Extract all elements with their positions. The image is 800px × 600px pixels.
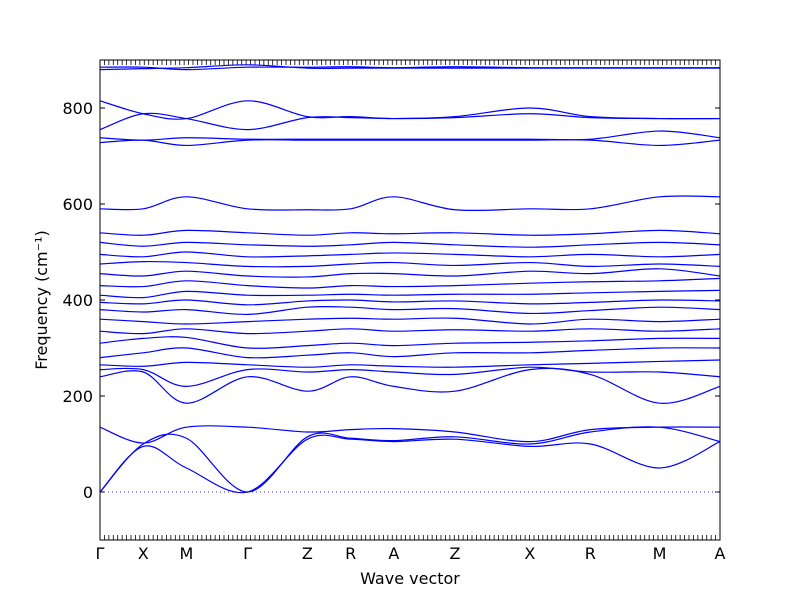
band-line-6 — [99, 359, 721, 368]
x-tick-label: X — [524, 544, 535, 563]
band-line-22 — [99, 130, 721, 141]
band-line-26 — [99, 64, 720, 71]
band-line-13 — [99, 289, 721, 299]
band-line-12 — [99, 299, 721, 306]
band-line-16 — [99, 260, 721, 268]
band-line-9 — [99, 328, 721, 335]
band-line-2 — [99, 426, 721, 493]
y-tick-label: 600 — [62, 195, 93, 214]
band-line-7 — [99, 347, 721, 359]
band-line-11 — [99, 305, 721, 316]
band-line-4 — [99, 367, 721, 404]
band-line-8 — [99, 336, 721, 349]
band-line-15 — [99, 268, 721, 278]
band-line-18 — [99, 241, 721, 248]
x-tick-label: M — [180, 544, 194, 563]
y-tick-label: 400 — [62, 291, 93, 310]
y-axis-label: Frequency (cm⁻¹) — [32, 230, 51, 369]
x-tick-label: M — [653, 544, 667, 563]
x-tick-label: X — [138, 544, 149, 563]
x-tick-label: R — [585, 544, 596, 563]
band-line-10 — [99, 317, 721, 325]
x-axis-label: Wave vector — [360, 569, 460, 588]
band-line-20 — [99, 195, 721, 212]
band-line-17 — [99, 251, 721, 258]
x-tick-label: Γ — [96, 544, 105, 563]
y-tick-label: 800 — [62, 99, 93, 118]
x-tick-label: Z — [302, 544, 313, 563]
band-lines — [99, 64, 721, 494]
band-line-21 — [99, 139, 721, 147]
band-line-5 — [99, 366, 721, 388]
x-tick-label: Γ — [243, 544, 252, 563]
band-line-1 — [99, 434, 721, 494]
x-tick-label: Z — [449, 544, 460, 563]
y-tick-labels: 0 200 400 600 800 — [62, 99, 93, 502]
y-tick-label: 0 — [83, 483, 93, 502]
tick-marks — [99, 60, 721, 540]
band-line-14 — [99, 277, 721, 289]
y-tick-label: 200 — [62, 387, 93, 406]
x-tick-label: R — [345, 544, 356, 563]
plot-frame — [99, 59, 721, 541]
band-line-24 — [99, 100, 721, 120]
x-tick-label: A — [715, 544, 726, 563]
band-line-3 — [99, 425, 721, 444]
band-line-19 — [99, 229, 721, 236]
x-tick-label: A — [388, 544, 399, 563]
